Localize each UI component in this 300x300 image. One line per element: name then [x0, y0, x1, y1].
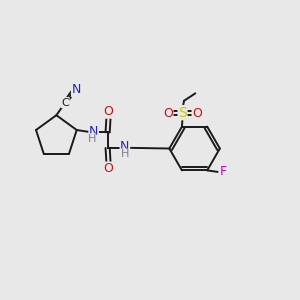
- Text: O: O: [103, 162, 113, 175]
- Text: N: N: [120, 140, 130, 153]
- Text: N: N: [72, 83, 81, 97]
- Text: C: C: [61, 98, 69, 108]
- Text: O: O: [163, 107, 173, 120]
- Text: O: O: [192, 107, 202, 120]
- Text: H: H: [120, 149, 129, 159]
- Text: F: F: [220, 165, 227, 178]
- Text: S: S: [178, 106, 187, 120]
- Text: O: O: [103, 105, 113, 118]
- Text: N: N: [89, 125, 98, 138]
- Text: H: H: [87, 134, 96, 144]
